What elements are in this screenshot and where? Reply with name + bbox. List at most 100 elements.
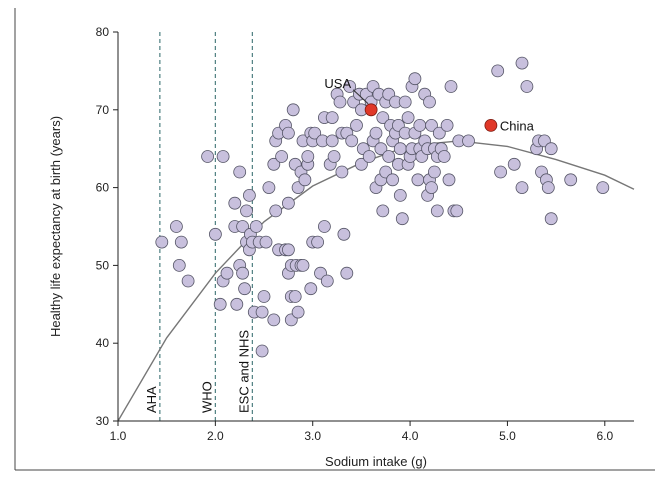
x-tick-label: 4.0: [402, 429, 419, 443]
x-tick-label: 6.0: [596, 429, 613, 443]
x-tick-label: 1.0: [110, 429, 127, 443]
data-point: [155, 235, 169, 249]
data-point: [228, 196, 242, 210]
data-point: [240, 204, 253, 218]
data-point: [262, 181, 276, 195]
data-point: [427, 165, 441, 179]
reference-line-label: ESC and NHS: [236, 330, 251, 413]
data-point: [236, 266, 250, 280]
data-point: [181, 274, 195, 288]
data-point: [382, 150, 396, 163]
data-point: [398, 95, 412, 109]
data-point: [213, 297, 227, 311]
data-point: [249, 220, 263, 233]
data-point: [286, 103, 300, 117]
data-point: [491, 64, 505, 78]
data-point: [238, 282, 252, 296]
data-point: [425, 181, 438, 195]
data-point: [425, 119, 438, 132]
data-point: [507, 157, 521, 171]
data-point: [304, 282, 318, 296]
data-point: [317, 220, 331, 233]
annotation-leader: [352, 89, 369, 105]
data-point: [255, 305, 269, 319]
data-point: [411, 173, 425, 187]
annotation-label: USA: [324, 76, 351, 91]
data-point: [281, 126, 295, 140]
data-point: [515, 56, 529, 70]
data-point: [275, 150, 289, 163]
data-point: [440, 119, 454, 132]
y-axis-title: Healthy life expectancy at birth (years): [48, 116, 63, 337]
data-point: [333, 95, 347, 109]
data-point: [401, 111, 415, 124]
y-tick-label: 50: [96, 258, 110, 272]
data-point: [544, 142, 558, 156]
data-point: [301, 150, 315, 163]
data-point: [281, 243, 295, 257]
data-point: [340, 266, 354, 280]
data-point: [174, 235, 188, 249]
y-tick-label: 80: [96, 25, 110, 39]
data-point: [374, 142, 388, 156]
annotation-label: China: [500, 118, 535, 133]
data-point: [430, 204, 444, 218]
data-point: [298, 173, 312, 187]
data-point: [257, 290, 271, 303]
data-point: [596, 181, 610, 195]
data-point: [432, 126, 446, 140]
data-point: [311, 235, 325, 249]
data-point: [172, 258, 186, 272]
x-tick-label: 5.0: [499, 429, 516, 443]
data-point: [169, 220, 183, 233]
data-point: [267, 313, 281, 327]
data-point: [442, 173, 456, 187]
reference-line-label: AHA: [144, 386, 159, 413]
data-point: [393, 142, 407, 156]
data-point: [259, 235, 273, 249]
x-tick-label: 3.0: [304, 429, 321, 443]
data-point: [376, 111, 390, 124]
points-layer: [155, 56, 610, 358]
data-point: [220, 266, 234, 280]
data-point: [515, 181, 529, 195]
y-tick-label: 30: [96, 414, 110, 428]
data-point: [267, 157, 281, 171]
y-tick-label: 70: [96, 103, 110, 117]
highlight-point: [484, 118, 498, 132]
data-point: [494, 165, 508, 179]
reference-line-label: WHO: [199, 381, 214, 413]
data-point: [393, 188, 407, 202]
data-point: [450, 204, 464, 218]
data-point: [362, 150, 376, 163]
data-point: [520, 80, 534, 93]
data-point: [269, 204, 283, 218]
data-point: [408, 72, 422, 86]
data-point: [216, 150, 230, 163]
axes: 1.0 2.0 3.0 4.0 5.0 6.0 30 40 50 60 70 80: [14, 8, 655, 471]
data-point: [288, 290, 302, 303]
data-point: [255, 344, 269, 358]
data-point: [544, 212, 558, 226]
data-point: [541, 181, 555, 195]
data-point: [335, 165, 349, 179]
data-point: [208, 227, 222, 241]
data-point: [325, 134, 339, 148]
data-point: [437, 150, 451, 163]
data-point: [423, 95, 436, 109]
data-point: [242, 188, 256, 202]
data-point: [413, 119, 427, 132]
highlight-layer: USA China: [324, 76, 534, 134]
data-point: [320, 274, 334, 288]
data-point: [462, 134, 475, 148]
data-point: [296, 258, 310, 272]
data-point: [201, 150, 215, 163]
data-point: [308, 126, 322, 140]
x-axis-title: Sodium intake (g): [325, 454, 427, 469]
data-point: [325, 111, 339, 124]
data-point: [343, 80, 357, 93]
data-point: [345, 134, 359, 148]
data-point: [291, 305, 305, 319]
y-tick-label: 60: [96, 181, 110, 195]
